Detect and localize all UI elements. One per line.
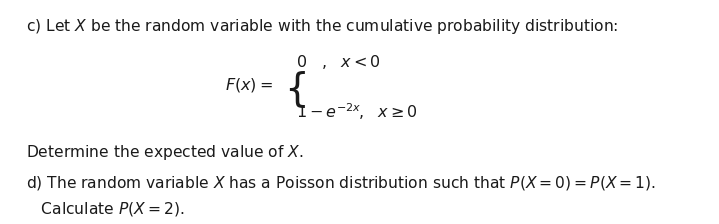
Text: Calculate $P(X = 2)$.: Calculate $P(X = 2)$. [26,200,185,218]
Text: d) The random variable $X$ has a Poisson distribution such that $P(X = 0) = P(X : d) The random variable $X$ has a Poisson… [26,174,656,192]
Text: $F(x) = $: $F(x) = $ [225,76,273,95]
Text: $0$: $0$ [296,54,308,70]
Text: c) Let $X$ be the random variable with the cumulative probability distribution:: c) Let $X$ be the random variable with t… [26,17,618,36]
Text: Determine the expected value of $X$.: Determine the expected value of $X$. [26,143,303,162]
Text: $x \geq 0$: $x \geq 0$ [377,104,418,120]
Text: ,: , [321,55,326,70]
Text: ,: , [359,105,364,119]
Text: $\{$: $\{$ [284,69,306,110]
Text: $1 - e^{-2x}$: $1 - e^{-2x}$ [296,103,362,121]
Text: $x < 0$: $x < 0$ [340,54,380,70]
